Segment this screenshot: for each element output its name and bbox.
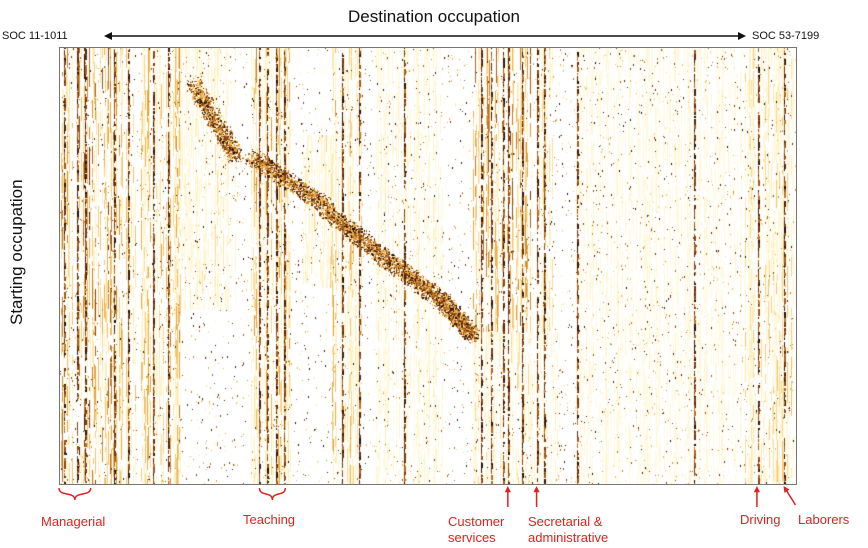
laborers-arrow-head xyxy=(783,486,790,493)
annotation-driving: Driving xyxy=(740,512,781,527)
secretarial-administrative-arrow-head xyxy=(533,486,540,493)
driving-arrow-head xyxy=(753,486,760,493)
annotation-managerial: Managerial xyxy=(41,514,106,529)
axis-arrow-head-right xyxy=(738,32,746,40)
customer-services-arrow-head xyxy=(504,486,511,493)
transition-heatmap xyxy=(59,47,797,485)
annotation-laborers: Laborers xyxy=(798,512,850,527)
axis-arrow-head-left xyxy=(104,32,112,40)
teaching-bracket xyxy=(258,487,287,501)
annotation-markers xyxy=(58,486,797,507)
annotation-teaching: Teaching xyxy=(243,512,296,527)
annotation-customer-services: Customer services xyxy=(448,514,505,545)
laborers-arrow-line xyxy=(785,489,797,506)
x-axis-start-label: SOC 11-1011 xyxy=(2,30,68,42)
managerial-bracket xyxy=(58,487,92,501)
chart-title: Destination occupation xyxy=(347,7,520,26)
heatmap-frame xyxy=(59,47,797,485)
x-axis-end-label: SOC 53-7199 xyxy=(752,30,820,42)
annotation-secretarial-administrative: Secretarial & administrative xyxy=(528,514,609,545)
